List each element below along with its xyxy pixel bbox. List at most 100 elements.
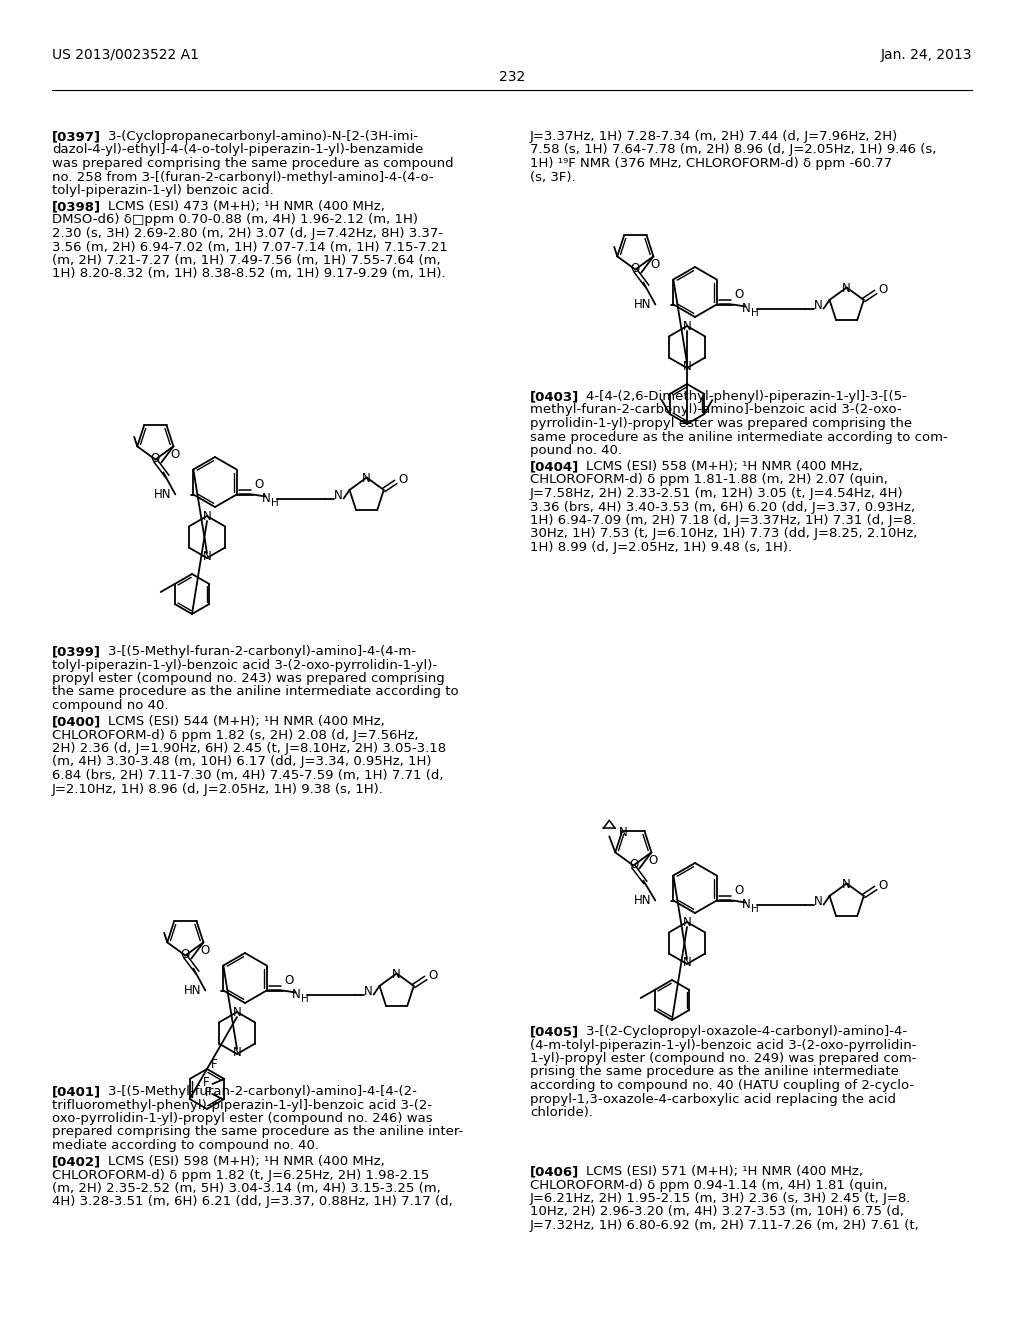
Text: 3-(Cyclopropanecarbonyl-amino)-N-[2-(3H-imi-: 3-(Cyclopropanecarbonyl-amino)-N-[2-(3H-… [91,129,419,143]
Text: [0399]: [0399] [52,645,101,657]
Text: LCMS (ESI) 544 (M+H); ¹H NMR (400 MHz,: LCMS (ESI) 544 (M+H); ¹H NMR (400 MHz, [91,715,385,729]
Text: 1H) 8.99 (d, J=2.05Hz, 1H) 9.48 (s, 1H).: 1H) 8.99 (d, J=2.05Hz, 1H) 9.48 (s, 1H). [530,541,793,554]
Text: N: N [814,895,823,908]
Text: N: N [683,321,691,334]
Text: N: N [392,968,401,981]
Text: [0406]: [0406] [530,1166,580,1177]
Text: [0397]: [0397] [52,129,101,143]
Text: 1H) 6.94-7.09 (m, 2H) 7.18 (d, J=3.37Hz, 1H) 7.31 (d, J=8.: 1H) 6.94-7.09 (m, 2H) 7.18 (d, J=3.37Hz,… [530,513,916,527]
Text: (m, 2H) 2.35-2.52 (m, 5H) 3.04-3.14 (m, 4H) 3.15-3.25 (m,: (m, 2H) 2.35-2.52 (m, 5H) 3.04-3.14 (m, … [52,1181,440,1195]
Text: N: N [232,1006,242,1019]
Text: compound no 40.: compound no 40. [52,700,169,711]
Text: J=7.32Hz, 1H) 6.80-6.92 (m, 2H) 7.11-7.26 (m, 2H) 7.61 (t,: J=7.32Hz, 1H) 6.80-6.92 (m, 2H) 7.11-7.2… [530,1218,920,1232]
Text: N: N [232,1047,242,1060]
Text: tolyl-piperazin-1-yl)-benzoic acid 3-(2-oxo-pyrrolidin-1-yl)-: tolyl-piperazin-1-yl)-benzoic acid 3-(2-… [52,659,437,672]
Text: N: N [262,492,271,506]
Text: N: N [683,916,691,929]
Text: HN: HN [154,488,171,502]
Text: N: N [203,550,211,564]
Text: J=2.10Hz, 1H) 8.96 (d, J=2.05Hz, 1H) 9.38 (s, 1H).: J=2.10Hz, 1H) 8.96 (d, J=2.05Hz, 1H) 9.3… [52,783,384,796]
Text: O: O [650,257,660,271]
Text: no. 258 from 3-[(furan-2-carbonyl)-methyl-amino]-4-(4-o-: no. 258 from 3-[(furan-2-carbonyl)-methy… [52,170,433,183]
Text: tolyl-piperazin-1-yl) benzoic acid.: tolyl-piperazin-1-yl) benzoic acid. [52,183,273,197]
Text: [0405]: [0405] [530,1026,580,1038]
Text: [0403]: [0403] [530,389,580,403]
Text: was prepared comprising the same procedure as compound: was prepared comprising the same procedu… [52,157,454,170]
Text: N: N [742,898,751,911]
Text: LCMS (ESI) 598 (M+H); ¹H NMR (400 MHz,: LCMS (ESI) 598 (M+H); ¹H NMR (400 MHz, [91,1155,385,1168]
Text: (m, 4H) 3.30-3.48 (m, 10H) 6.17 (dd, J=3.34, 0.95Hz, 1H): (m, 4H) 3.30-3.48 (m, 10H) 6.17 (dd, J=3… [52,755,431,768]
Text: LCMS (ESI) 558 (M+H); ¹H NMR (400 MHz,: LCMS (ESI) 558 (M+H); ¹H NMR (400 MHz, [569,459,863,473]
Text: HN: HN [634,894,651,907]
Text: 2H) 2.36 (d, J=1.90Hz, 6H) 2.45 (t, J=8.10Hz, 2H) 3.05-3.18: 2H) 2.36 (d, J=1.90Hz, 6H) 2.45 (t, J=8.… [52,742,446,755]
Text: [0401]: [0401] [52,1085,101,1098]
Text: (4-m-tolyl-piperazin-1-yl)-benzoic acid 3-(2-oxo-pyrrolidin-: (4-m-tolyl-piperazin-1-yl)-benzoic acid … [530,1039,916,1052]
Text: (s, 3F).: (s, 3F). [530,170,575,183]
Text: 3-[(2-Cyclopropyl-oxazole-4-carbonyl)-amino]-4-: 3-[(2-Cyclopropyl-oxazole-4-carbonyl)-am… [569,1026,907,1038]
Text: O: O [254,478,263,491]
Text: LCMS (ESI) 473 (M+H); ¹H NMR (400 MHz,: LCMS (ESI) 473 (M+H); ¹H NMR (400 MHz, [91,201,385,213]
Text: N: N [334,488,343,502]
Text: 10Hz, 2H) 2.96-3.20 (m, 4H) 3.27-3.53 (m, 10H) 6.75 (d,: 10Hz, 2H) 2.96-3.20 (m, 4H) 3.27-3.53 (m… [530,1205,904,1218]
Text: propyl-1,3-oxazole-4-carboxylic acid replacing the acid: propyl-1,3-oxazole-4-carboxylic acid rep… [530,1093,896,1106]
Text: 3.36 (brs, 4H) 3.40-3.53 (m, 6H) 6.20 (dd, J=3.37, 0.93Hz,: 3.36 (brs, 4H) 3.40-3.53 (m, 6H) 6.20 (d… [530,500,915,513]
Text: prising the same procedure as the aniline intermediate: prising the same procedure as the anilin… [530,1065,899,1078]
Text: CHLOROFORM-d) δ ppm 1.81-1.88 (m, 2H) 2.07 (quin,: CHLOROFORM-d) δ ppm 1.81-1.88 (m, 2H) 2.… [530,474,888,487]
Text: 2.30 (s, 3H) 2.69-2.80 (m, 2H) 3.07 (d, J=7.42Hz, 8H) 3.37-: 2.30 (s, 3H) 2.69-2.80 (m, 2H) 3.07 (d, … [52,227,443,240]
Text: the same procedure as the aniline intermediate according to: the same procedure as the aniline interm… [52,685,459,698]
Text: 232: 232 [499,70,525,84]
Text: [0398]: [0398] [52,201,101,213]
Text: N: N [203,511,211,524]
Text: N: N [742,302,751,315]
Text: N: N [618,825,628,838]
Text: [0402]: [0402] [52,1155,101,1168]
Text: O: O [631,261,640,275]
Text: O: O [630,858,639,871]
Text: O: O [398,474,408,487]
Text: mediate according to compound no. 40.: mediate according to compound no. 40. [52,1139,319,1152]
Text: O: O [734,288,743,301]
Text: N: N [683,957,691,969]
Text: [0404]: [0404] [530,459,580,473]
Text: 3.56 (m, 2H) 6.94-7.02 (m, 1H) 7.07-7.14 (m, 1H) 7.15-7.21: 3.56 (m, 2H) 6.94-7.02 (m, 1H) 7.07-7.14… [52,240,447,253]
Text: O: O [734,884,743,898]
Text: N: N [362,473,371,484]
Text: J=7.58Hz, 2H) 2.33-2.51 (m, 12H) 3.05 (t, J=4.54Hz, 4H): J=7.58Hz, 2H) 2.33-2.51 (m, 12H) 3.05 (t… [530,487,903,500]
Text: dazol-4-yl)-ethyl]-4-(4-o-tolyl-piperazin-1-yl)-benzamide: dazol-4-yl)-ethyl]-4-(4-o-tolyl-piperazi… [52,144,423,157]
Text: according to compound no. 40 (HATU coupling of 2-cyclo-: according to compound no. 40 (HATU coupl… [530,1078,914,1092]
Text: O: O [879,879,888,892]
Text: H: H [751,904,759,915]
Text: HN: HN [184,983,202,997]
Text: DMSO-d6) δ□ppm 0.70-0.88 (m, 4H) 1.96-2.12 (m, 1H): DMSO-d6) δ□ppm 0.70-0.88 (m, 4H) 1.96-2.… [52,214,418,227]
Text: Jan. 24, 2013: Jan. 24, 2013 [881,48,972,62]
Text: methyl-furan-2-carbonyl)-amino]-benzoic acid 3-(2-oxo-: methyl-furan-2-carbonyl)-amino]-benzoic … [530,404,901,417]
Text: N: N [843,282,851,294]
Text: J=6.21Hz, 2H) 1.95-2.15 (m, 3H) 2.36 (s, 3H) 2.45 (t, J=8.: J=6.21Hz, 2H) 1.95-2.15 (m, 3H) 2.36 (s,… [530,1192,911,1205]
Text: pound no. 40.: pound no. 40. [530,444,622,457]
Text: 4H) 3.28-3.51 (m, 6H) 6.21 (dd, J=3.37, 0.88Hz, 1H) 7.17 (d,: 4H) 3.28-3.51 (m, 6H) 6.21 (dd, J=3.37, … [52,1196,453,1209]
Text: HN: HN [634,298,651,312]
Text: N: N [843,878,851,891]
Text: H: H [270,499,279,508]
Text: 3-[(5-Methyl-furan-2-carbonyl)-amino]-4-(4-m-: 3-[(5-Methyl-furan-2-carbonyl)-amino]-4-… [91,645,417,657]
Text: 3-[(5-Methyl-furan-2-carbonyl)-amino]-4-[4-(2-: 3-[(5-Methyl-furan-2-carbonyl)-amino]-4-… [91,1085,417,1098]
Text: O: O [649,854,658,867]
Text: 4-[4-(2,6-Dimethyl-phenyl)-piperazin-1-yl]-3-[(5-: 4-[4-(2,6-Dimethyl-phenyl)-piperazin-1-y… [569,389,907,403]
Text: (m, 2H) 7.21-7.27 (m, 1H) 7.49-7.56 (m, 1H) 7.55-7.64 (m,: (m, 2H) 7.21-7.27 (m, 1H) 7.49-7.56 (m, … [52,253,440,267]
Text: LCMS (ESI) 571 (M+H); ¹H NMR (400 MHz,: LCMS (ESI) 571 (M+H); ¹H NMR (400 MHz, [569,1166,863,1177]
Text: 30Hz, 1H) 7.53 (t, J=6.10Hz, 1H) 7.73 (dd, J=8.25, 2.10Hz,: 30Hz, 1H) 7.53 (t, J=6.10Hz, 1H) 7.73 (d… [530,528,918,540]
Text: oxo-pyrrolidin-1-yl)-propyl ester (compound no. 246) was: oxo-pyrrolidin-1-yl)-propyl ester (compo… [52,1111,432,1125]
Text: 1H) ¹⁹F NMR (376 MHz, CHLOROFORM-d) δ ppm -60.77: 1H) ¹⁹F NMR (376 MHz, CHLOROFORM-d) δ pp… [530,157,892,170]
Text: 1-yl)-propyl ester (compound no. 249) was prepared com-: 1-yl)-propyl ester (compound no. 249) wa… [530,1052,916,1065]
Text: N: N [365,985,373,998]
Text: pyrrolidin-1-yl)-propyl ester was prepared comprising the: pyrrolidin-1-yl)-propyl ester was prepar… [530,417,912,430]
Text: 6.84 (brs, 2H) 7.11-7.30 (m, 4H) 7.45-7.59 (m, 1H) 7.71 (d,: 6.84 (brs, 2H) 7.11-7.30 (m, 4H) 7.45-7.… [52,770,443,781]
Text: H: H [751,309,759,318]
Text: F: F [203,1076,210,1089]
Text: F: F [205,1086,212,1100]
Text: O: O [151,451,160,465]
Text: O: O [201,944,210,957]
Text: O: O [428,969,437,982]
Text: US 2013/0023522 A1: US 2013/0023522 A1 [52,48,199,62]
Text: trifluoromethyl-phenyl)-piperazin-1-yl]-benzoic acid 3-(2-: trifluoromethyl-phenyl)-piperazin-1-yl]-… [52,1098,432,1111]
